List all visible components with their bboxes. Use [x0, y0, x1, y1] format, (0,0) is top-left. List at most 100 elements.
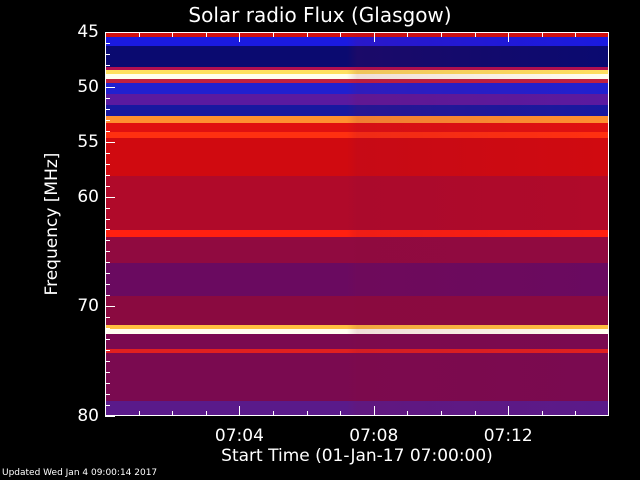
- x-tick-mark: [239, 32, 241, 42]
- x-tick-mark: [239, 406, 241, 416]
- x-tick-mark: [373, 406, 375, 416]
- frequency-band: [106, 33, 608, 38]
- frequency-band: [106, 329, 608, 334]
- y-tick-mark: [105, 32, 115, 33]
- x-tick-label: 07:04: [214, 426, 264, 446]
- y-tick-mark: [105, 141, 115, 143]
- x-tick-mark: [407, 411, 409, 416]
- frequency-band: [106, 79, 608, 84]
- frequency-band: [106, 46, 608, 67]
- y-tick-mark: [105, 196, 115, 198]
- x-tick-mark: [575, 32, 577, 37]
- y-minor-tick: [105, 273, 110, 275]
- x-tick-label: 07:12: [483, 426, 533, 446]
- y-tick-label: 45: [77, 22, 99, 42]
- y-minor-tick: [105, 97, 110, 99]
- frequency-band: [106, 348, 608, 354]
- frequency-band: [106, 105, 608, 117]
- frequency-band: [106, 353, 608, 401]
- y-axis-label: Frequency [MHz]: [42, 152, 62, 296]
- x-tick-mark: [474, 32, 476, 37]
- frequency-band: [106, 400, 608, 415]
- y-minor-tick: [105, 229, 110, 231]
- y-tick-label: 55: [77, 131, 99, 152]
- x-tick-mark: [273, 32, 274, 37]
- y-minor-tick: [105, 262, 110, 264]
- x-tick-mark: [541, 411, 543, 416]
- y-minor-tick: [105, 405, 110, 407]
- updated-timestamp: Updated Wed Jan 4 09:00:14 2017: [2, 468, 158, 478]
- y-minor-tick: [105, 350, 110, 352]
- y-minor-tick: [105, 75, 110, 77]
- x-tick-mark: [138, 32, 140, 37]
- frequency-band: [106, 116, 608, 123]
- frequency-band: [106, 131, 608, 139]
- y-minor-tick: [105, 218, 110, 220]
- frequency-band: [106, 83, 608, 95]
- y-minor-tick: [105, 53, 110, 55]
- x-tick-mark: [138, 411, 140, 416]
- x-tick-mark: [407, 32, 409, 37]
- frequency-band: [106, 37, 608, 47]
- y-minor-tick: [105, 339, 110, 341]
- y-minor-tick: [105, 361, 110, 363]
- x-tick-mark: [373, 32, 375, 42]
- x-tick-mark: [205, 32, 207, 37]
- x-tick-mark: [273, 411, 274, 416]
- y-minor-tick: [105, 317, 110, 319]
- y-minor-tick: [105, 64, 110, 66]
- y-minor-tick: [105, 185, 110, 187]
- x-tick-mark: [340, 411, 342, 416]
- y-tick-label: 70: [77, 296, 99, 317]
- x-tick-mark: [205, 411, 207, 416]
- frequency-band: [106, 94, 608, 106]
- y-minor-tick: [105, 42, 110, 44]
- y-minor-tick: [105, 163, 110, 165]
- x-tick-mark: [441, 411, 442, 416]
- y-minor-tick: [105, 240, 110, 242]
- frequency-band: [106, 67, 608, 71]
- frequency-band: [106, 122, 608, 132]
- frequency-band: [106, 263, 608, 297]
- x-tick-mark: [172, 32, 174, 37]
- y-tick-label: 80: [77, 406, 99, 426]
- x-tick-mark: [474, 411, 476, 416]
- frequency-band: [106, 175, 608, 231]
- x-tick-mark: [441, 32, 442, 37]
- y-minor-tick: [105, 152, 110, 154]
- y-tick-label: 50: [77, 76, 99, 97]
- frequency-band: [106, 237, 608, 264]
- y-minor-tick: [105, 394, 110, 396]
- frequency-band: [106, 70, 608, 74]
- x-tick-mark: [306, 411, 308, 416]
- y-minor-tick: [105, 284, 110, 286]
- y-minor-tick: [105, 295, 110, 297]
- frequency-band: [106, 333, 608, 349]
- chart-title: Solar radio Flux (Glasgow): [188, 3, 452, 27]
- y-minor-tick: [105, 119, 110, 121]
- y-minor-tick: [105, 372, 110, 374]
- frequency-band: [106, 296, 608, 325]
- x-tick-mark: [575, 411, 577, 416]
- y-minor-tick: [105, 174, 110, 176]
- y-minor-tick: [105, 251, 110, 253]
- y-tick-mark: [105, 86, 115, 88]
- x-tick-mark: [508, 406, 510, 416]
- x-tick-mark: [340, 32, 342, 37]
- y-tick-mark: [105, 416, 115, 417]
- frequency-band: [106, 73, 608, 80]
- frequency-band: [106, 230, 608, 238]
- y-minor-tick: [105, 207, 110, 209]
- y-tick-mark: [105, 306, 115, 308]
- x-tick-mark: [306, 32, 308, 37]
- y-minor-tick: [105, 328, 110, 330]
- y-tick-label: 60: [77, 186, 99, 207]
- x-tick-mark: [508, 32, 510, 42]
- x-tick-mark: [541, 32, 543, 37]
- x-tick-label: 07:08: [349, 426, 399, 446]
- x-tick-mark: [172, 411, 174, 416]
- x-axis-label: Start Time (01-Jan-17 07:00:00): [221, 446, 493, 466]
- frequency-band: [106, 324, 608, 330]
- y-minor-tick: [105, 130, 110, 132]
